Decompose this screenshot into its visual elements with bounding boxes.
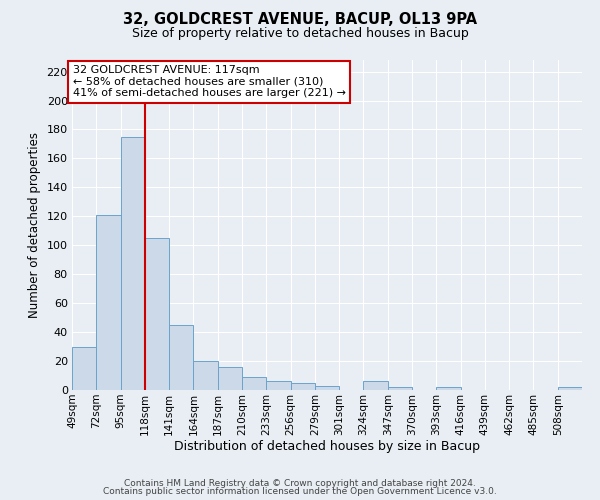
Bar: [388, 387, 412, 390]
Bar: [290, 383, 315, 390]
Text: 32, GOLDCREST AVENUE, BACUP, OL13 9PA: 32, GOLDCREST AVENUE, BACUP, OL13 9PA: [123, 12, 477, 28]
Bar: [218, 367, 242, 390]
Bar: [242, 377, 266, 390]
Text: Size of property relative to detached houses in Bacup: Size of property relative to detached ho…: [131, 28, 469, 40]
Bar: [558, 387, 582, 390]
Bar: [266, 382, 290, 390]
Bar: [315, 386, 339, 390]
Bar: [72, 346, 96, 390]
Bar: [145, 238, 169, 390]
Y-axis label: Number of detached properties: Number of detached properties: [28, 132, 41, 318]
Text: 32 GOLDCREST AVENUE: 117sqm
← 58% of detached houses are smaller (310)
41% of se: 32 GOLDCREST AVENUE: 117sqm ← 58% of det…: [73, 65, 346, 98]
Bar: [96, 215, 121, 390]
Bar: [169, 325, 193, 390]
X-axis label: Distribution of detached houses by size in Bacup: Distribution of detached houses by size …: [174, 440, 480, 454]
Bar: [364, 382, 388, 390]
Text: Contains HM Land Registry data © Crown copyright and database right 2024.: Contains HM Land Registry data © Crown c…: [124, 478, 476, 488]
Bar: [436, 387, 461, 390]
Bar: [121, 136, 145, 390]
Text: Contains public sector information licensed under the Open Government Licence v3: Contains public sector information licen…: [103, 487, 497, 496]
Bar: [193, 361, 218, 390]
